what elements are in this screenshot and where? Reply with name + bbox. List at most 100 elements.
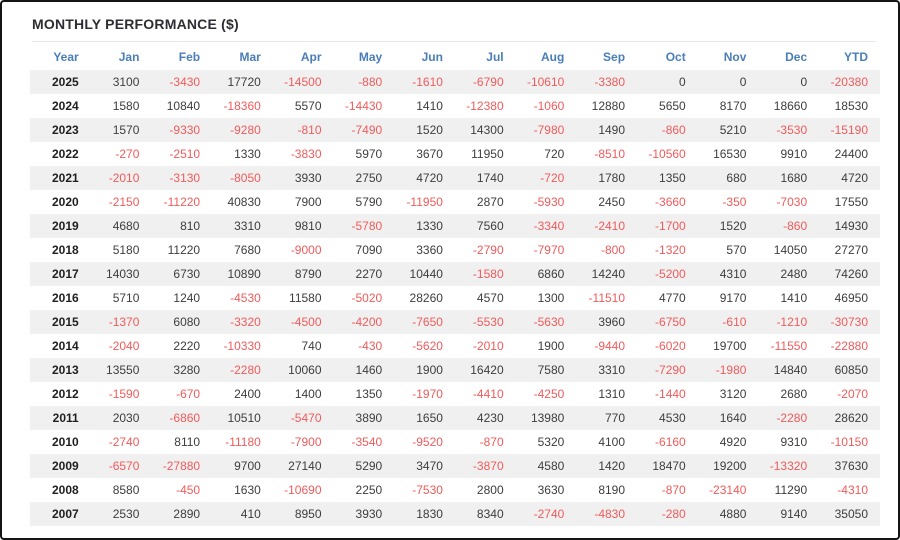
- value-cell: 17720: [227, 75, 261, 89]
- value-cell: 12880: [591, 99, 626, 113]
- value-cell: 10890: [227, 267, 261, 281]
- value-cell: 720: [544, 147, 565, 161]
- value-cell: 14840: [773, 363, 808, 377]
- value-cell: -18360: [223, 99, 261, 113]
- value-cell: 5710: [112, 291, 140, 305]
- value-cell: -5630: [533, 315, 565, 329]
- value-cell: 16420: [470, 363, 504, 377]
- value-cell: -1370: [108, 315, 140, 329]
- value-cell: 2750: [355, 171, 383, 185]
- year-cell: 2013: [52, 363, 79, 377]
- value-cell: 9910: [780, 147, 808, 161]
- value-cell: -10690: [284, 483, 322, 497]
- value-cell: -6020: [655, 339, 686, 353]
- value-cell: 6860: [537, 267, 565, 281]
- value-cell: 9310: [780, 435, 808, 449]
- value-cell: -280: [661, 507, 686, 521]
- value-cell: -6160: [655, 435, 686, 449]
- value-cell: 4920: [719, 435, 747, 449]
- value-cell: -10150: [830, 435, 868, 449]
- table-row: 2024 1580 10840 -18360 5570 -14430 1410 -12380 -…: [30, 94, 880, 118]
- value-cell: 3630: [537, 483, 565, 497]
- value-cell: -2510: [169, 147, 201, 161]
- value-cell: 18660: [773, 99, 808, 113]
- value-cell: 1520: [719, 219, 747, 233]
- value-cell: -7980: [533, 123, 565, 137]
- value-cell: -5020: [351, 291, 383, 305]
- value-cell: -2280: [230, 363, 261, 377]
- value-cell: 7900: [294, 195, 322, 209]
- value-cell: -2010: [472, 339, 504, 353]
- value-cell: -3130: [169, 171, 201, 185]
- value-cell: 0: [800, 75, 808, 89]
- year-cell: 2019: [52, 219, 79, 233]
- value-cell: -870: [479, 435, 504, 449]
- value-cell: 1830: [416, 507, 443, 521]
- value-cell: -1700: [655, 219, 686, 233]
- value-cell: 10510: [227, 411, 261, 425]
- value-cell: -11950: [406, 195, 443, 209]
- column-header-ytd: YTD: [844, 50, 868, 64]
- value-cell: -3340: [533, 219, 565, 233]
- value-cell: -2040: [108, 339, 140, 353]
- value-cell: -11510: [588, 291, 626, 305]
- value-cell: -350: [722, 195, 747, 209]
- value-cell: -11180: [225, 435, 261, 449]
- value-cell: 1900: [537, 339, 565, 353]
- value-cell: -2790: [472, 243, 504, 257]
- value-cell: 1570: [112, 123, 140, 137]
- value-cell: -880: [358, 75, 383, 89]
- column-header-sep: Sep: [603, 50, 626, 64]
- value-cell: 10440: [409, 267, 443, 281]
- value-cell: -720: [540, 171, 565, 185]
- value-cell: 1460: [355, 363, 383, 377]
- value-cell: 5320: [537, 435, 565, 449]
- value-cell: -1320: [655, 243, 686, 257]
- value-cell: -3380: [594, 75, 626, 89]
- value-cell: 1650: [416, 411, 443, 425]
- value-cell: -8510: [594, 147, 626, 161]
- value-cell: -3660: [655, 195, 686, 209]
- value-cell: -4310: [837, 483, 868, 497]
- value-cell: -7900: [290, 435, 322, 449]
- value-cell: -2280: [776, 411, 808, 425]
- value-cell: -3870: [472, 459, 504, 473]
- table-body: 2025 3100 -3430 17720 -14500 -880 -1610 -6790 -1…: [30, 70, 880, 526]
- year-cell: 2012: [52, 387, 79, 401]
- value-cell: 27140: [288, 459, 322, 473]
- value-cell: 5210: [719, 123, 747, 137]
- value-cell: 2530: [112, 507, 140, 521]
- value-cell: -27880: [162, 459, 201, 473]
- value-cell: -9330: [169, 123, 201, 137]
- value-cell: -4250: [533, 387, 565, 401]
- table-row: 2017 14030 6730 10890 8790 2270 10440 -1580 6860…: [30, 262, 880, 286]
- value-cell: -7530: [412, 483, 443, 497]
- value-cell: 9810: [294, 219, 322, 233]
- value-cell: 4310: [719, 267, 747, 281]
- value-cell: 3470: [416, 459, 443, 473]
- value-cell: -6570: [108, 459, 140, 473]
- value-cell: -6750: [655, 315, 686, 329]
- value-cell: 8580: [112, 483, 140, 497]
- value-cell: -10610: [526, 75, 565, 89]
- table-row: 2008 8580 -450 1630 -10690 2250 -7530 2800 3630 8…: [30, 478, 880, 502]
- value-cell: 28260: [409, 291, 443, 305]
- value-cell: -7290: [655, 363, 686, 377]
- value-cell: 3670: [416, 147, 443, 161]
- value-cell: 11950: [471, 147, 504, 161]
- value-cell: -430: [358, 339, 383, 353]
- value-cell: 1680: [780, 171, 808, 185]
- value-cell: 1300: [537, 291, 565, 305]
- value-cell: 13980: [530, 411, 565, 425]
- value-cell: -4410: [472, 387, 504, 401]
- column-header-jul: Jul: [486, 50, 504, 64]
- value-cell: -7650: [412, 315, 443, 329]
- value-cell: 5290: [355, 459, 383, 473]
- value-cell: 13550: [106, 363, 140, 377]
- value-cell: 3890: [355, 411, 383, 425]
- value-cell: -2740: [108, 435, 140, 449]
- value-cell: -3430: [169, 75, 201, 89]
- value-cell: 2800: [476, 483, 504, 497]
- column-header-mar: Mar: [239, 50, 261, 64]
